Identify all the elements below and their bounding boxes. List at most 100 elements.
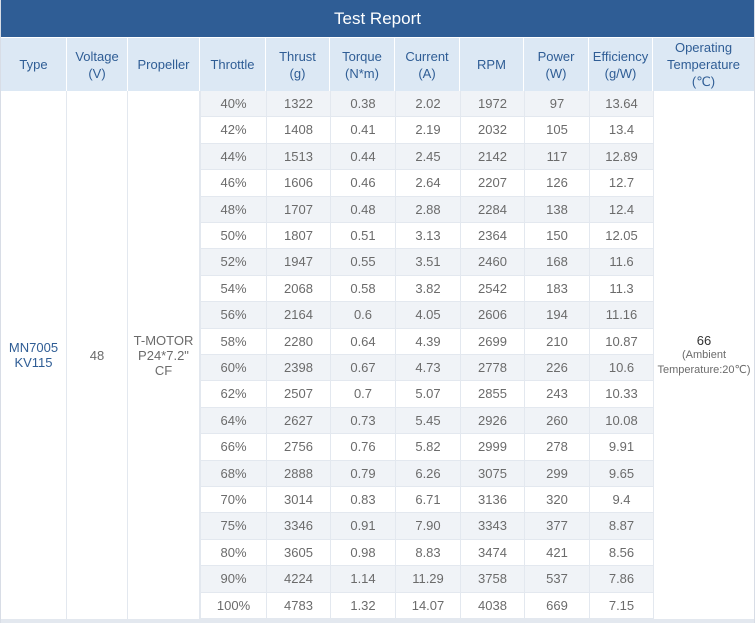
throttle-cell: 66% — [200, 434, 266, 461]
rpm-cell: 3136 — [460, 487, 524, 514]
rpm-cell: 2999 — [460, 434, 524, 461]
table-row: 70% 3014 0.83 6.71 3136 320 9.4 — [200, 487, 653, 514]
throttle-cell: 80% — [200, 539, 266, 567]
header-efficiency-label: Efficiency — [592, 48, 649, 64]
header-torque-unit: (N*m) — [345, 65, 379, 81]
throttle-cell: 75% — [200, 513, 266, 540]
efficiency-cell: 12.89 — [589, 143, 653, 171]
throttle-cell: 56% — [200, 302, 266, 329]
header-propeller: Propeller — [128, 38, 200, 91]
thrust-cell: 2888 — [266, 460, 330, 487]
header-throttle: Throttle — [200, 38, 266, 91]
torque-cell: 0.91 — [330, 513, 395, 540]
torque-cell: 0.41 — [330, 117, 395, 144]
torque-cell: 0.79 — [330, 460, 395, 487]
rpm-cell: 2778 — [460, 355, 524, 382]
table-bottom-border — [1, 619, 754, 623]
header-torque-label: Torque — [342, 48, 382, 64]
torque-cell: 0.58 — [330, 275, 395, 303]
rpm-cell: 4038 — [460, 592, 524, 619]
thrust-cell: 2507 — [266, 381, 330, 408]
header-rpm-label: RPM — [477, 57, 506, 72]
current-cell: 6.71 — [395, 487, 460, 514]
type-cell: MN7005 KV115 — [1, 91, 67, 619]
voltage-value: 48 — [89, 347, 105, 363]
header-thrust: Thrust (g) — [266, 38, 330, 91]
thrust-cell: 1807 — [266, 223, 330, 250]
power-cell: 421 — [524, 539, 589, 567]
thrust-cell: 1707 — [266, 196, 330, 223]
efficiency-cell: 10.6 — [589, 355, 653, 382]
torque-cell: 0.64 — [330, 328, 395, 355]
table-row: 52% 1947 0.55 3.51 2460 168 11.6 — [200, 249, 653, 276]
header-efficiency: Efficiency (g/W) — [589, 38, 653, 91]
propeller-cell: T-MOTOR P24*7.2" CF — [128, 91, 200, 619]
thrust-cell: 1606 — [266, 170, 330, 197]
temperature-value: 66 — [696, 332, 712, 348]
table-row: 46% 1606 0.46 2.64 2207 126 12.7 — [200, 170, 653, 197]
table-row: 62% 2507 0.7 5.07 2855 243 10.33 — [200, 381, 653, 408]
throttle-cell: 46% — [200, 170, 266, 197]
current-cell: 4.73 — [395, 355, 460, 382]
current-cell: 4.39 — [395, 328, 460, 355]
header-power-unit: (W) — [545, 65, 567, 81]
torque-cell: 0.48 — [330, 196, 395, 223]
current-cell: 14.07 — [395, 592, 460, 619]
torque-cell: 0.98 — [330, 539, 395, 567]
throttle-cell: 62% — [200, 381, 266, 408]
efficiency-cell: 8.56 — [589, 539, 653, 567]
power-cell: 97 — [524, 91, 589, 118]
header-operating-temperature: Operating Temperature (℃) — [653, 38, 754, 91]
power-cell: 278 — [524, 434, 589, 461]
header-propeller-label: Propeller — [137, 57, 190, 72]
torque-cell: 0.73 — [330, 407, 395, 435]
rpm-cell: 2207 — [460, 170, 524, 197]
current-cell: 6.26 — [395, 460, 460, 487]
current-cell: 2.02 — [395, 91, 460, 118]
power-cell: 105 — [524, 117, 589, 144]
header-current: Current (A) — [395, 38, 460, 91]
efficiency-cell: 13.4 — [589, 117, 653, 144]
current-cell: 3.82 — [395, 275, 460, 303]
header-temp-label-2: Temperature — [667, 57, 740, 72]
header-throttle-label: Throttle — [210, 57, 255, 72]
header-voltage-label: Voltage — [75, 48, 119, 64]
current-cell: 4.05 — [395, 302, 460, 329]
thrust-cell: 1513 — [266, 143, 330, 171]
rpm-cell: 2460 — [460, 249, 524, 276]
power-cell: 226 — [524, 355, 589, 382]
efficiency-cell: 12.05 — [589, 223, 653, 250]
efficiency-cell: 7.86 — [589, 566, 653, 593]
efficiency-cell: 10.87 — [589, 328, 653, 355]
current-cell: 8.83 — [395, 539, 460, 567]
rpm-cell: 3343 — [460, 513, 524, 540]
header-rpm: RPM — [460, 38, 524, 91]
table-row: 75% 3346 0.91 7.90 3343 377 8.87 — [200, 513, 653, 540]
throttle-cell: 60% — [200, 355, 266, 382]
throttle-cell: 48% — [200, 196, 266, 223]
current-cell: 5.07 — [395, 381, 460, 408]
throttle-cell: 90% — [200, 566, 266, 593]
header-voltage-unit: (V) — [88, 65, 106, 81]
torque-cell: 0.55 — [330, 249, 395, 276]
rpm-cell: 3075 — [460, 460, 524, 487]
thrust-cell: 2068 — [266, 275, 330, 303]
header-power: Power (W) — [524, 38, 589, 91]
efficiency-cell: 12.4 — [589, 196, 653, 223]
power-cell: 150 — [524, 223, 589, 250]
current-cell: 11.29 — [395, 566, 460, 593]
torque-cell: 0.51 — [330, 223, 395, 250]
power-cell: 243 — [524, 381, 589, 408]
rpm-cell: 2142 — [460, 143, 524, 171]
rpm-cell: 3758 — [460, 566, 524, 593]
table-row: 50% 1807 0.51 3.13 2364 150 12.05 — [200, 223, 653, 250]
rpm-cell: 2364 — [460, 223, 524, 250]
efficiency-cell: 9.4 — [589, 487, 653, 514]
table-row: 90% 4224 1.14 11.29 3758 537 7.86 — [200, 566, 653, 593]
temperature-cell: 66 (Ambient Temperature:20℃) — [653, 91, 754, 619]
current-cell: 2.88 — [395, 196, 460, 223]
header-temp-unit: (℃) — [691, 74, 716, 89]
thrust-cell: 1947 — [266, 249, 330, 276]
throttle-cell: 58% — [200, 328, 266, 355]
rpm-cell: 2032 — [460, 117, 524, 144]
